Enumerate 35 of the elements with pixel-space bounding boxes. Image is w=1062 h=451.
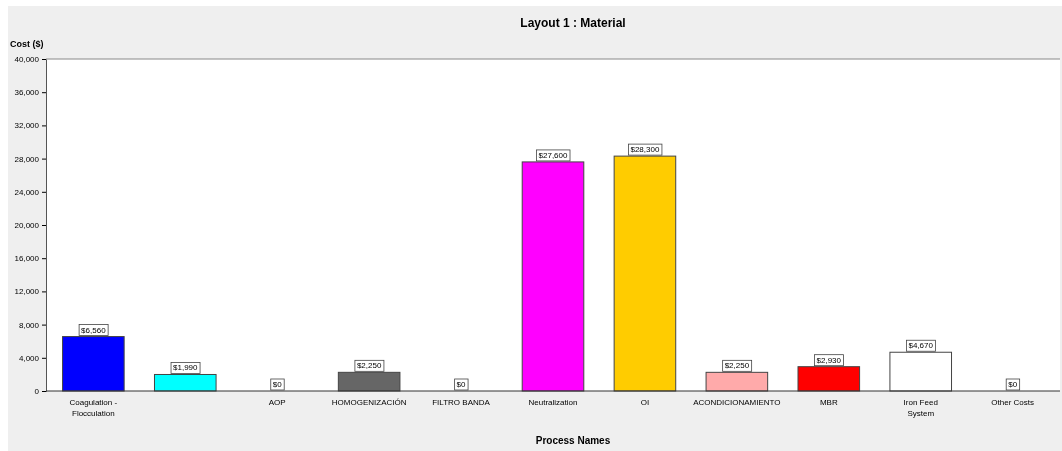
y-tick-label: 36,000 <box>14 88 40 98</box>
chart-title: Layout 1 : Material <box>520 16 626 30</box>
y-tick-label: 0 <box>34 387 40 397</box>
x-tick-label: Other Costs <box>991 398 1034 407</box>
data-label: $0 <box>456 380 467 389</box>
data-label: $27,600 <box>538 150 569 160</box>
x-tick-label: OI <box>640 398 650 407</box>
data-label: $0 <box>1008 380 1018 389</box>
y-tick-label: 8,000 <box>18 320 40 330</box>
y-axis-title: Cost ($) <box>10 39 44 49</box>
x-tick-label: Iron Feed System <box>903 398 938 418</box>
data-label: $1,990 <box>173 363 199 373</box>
data-label: $0 <box>272 380 283 389</box>
data-label: $2,250 <box>724 361 750 371</box>
y-tick-label: 32,000 <box>14 121 40 131</box>
data-label: $4,670 <box>908 341 934 351</box>
x-tick-label: Neutralization <box>528 398 578 407</box>
data-label: $2,930 <box>816 355 842 365</box>
y-tick-label: 4,000 <box>18 353 40 363</box>
y-tick-label: 24,000 <box>14 187 40 197</box>
x-tick-label: MBR <box>819 398 838 407</box>
data-label: $6,560 <box>81 325 107 335</box>
data-label: $2,250 <box>356 361 382 371</box>
y-tick-label: 40,000 <box>14 55 40 65</box>
y-tick-label: 28,000 <box>14 154 40 164</box>
y-tick-label: 12,000 <box>14 287 40 297</box>
y-tick-label: 20,000 <box>14 221 40 231</box>
x-tick-label: ACONDICIONAMIENTO <box>693 398 781 407</box>
x-axis-title: Process Names <box>535 435 611 446</box>
x-tick-label: Coagulation - Flocculation <box>69 398 118 418</box>
y-tick-label: 16,000 <box>14 254 40 264</box>
data-label: $28,300 <box>630 145 660 155</box>
x-tick-label: HOMOGENIZACIÓN <box>331 398 407 407</box>
x-tick-label: AOP <box>268 398 286 407</box>
x-tick-label: FILTRO BANDA <box>432 398 491 407</box>
